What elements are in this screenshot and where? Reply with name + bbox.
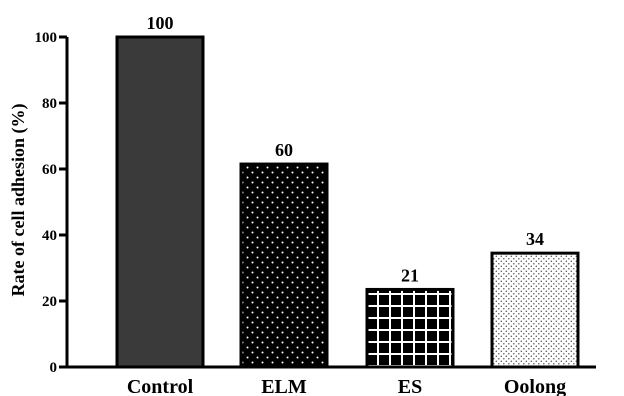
bar-control [115,35,205,369]
data-label: 21 [401,265,419,285]
x-tick-label: ELM [261,376,307,396]
data-label: 100 [147,13,174,33]
x-tick-label: Oolong [504,376,566,396]
y-tick-label: 0 [50,360,58,376]
category-labels: Control ELM ES Oolong [127,376,566,396]
data-label: 34 [526,229,544,249]
y-tick-label: 60 [42,162,57,178]
y-tick-label: 100 [35,30,58,46]
bar-oolong [490,251,580,369]
bar-elm [239,162,329,369]
y-tick-label: 80 [42,96,57,112]
y-axis-label: Rate of cell adhesion (%) [8,104,29,297]
data-label: 60 [275,140,293,160]
x-tick-label: ES [398,376,422,396]
y-axis: 0 20 40 60 80 100 [35,30,596,376]
bars-group [115,35,580,369]
y-tick-label: 40 [42,228,57,244]
bar-es [365,287,455,369]
x-tick-label: Control [127,376,194,396]
value-labels: 100 60 21 34 [147,13,545,285]
y-tick-label: 20 [42,294,57,310]
